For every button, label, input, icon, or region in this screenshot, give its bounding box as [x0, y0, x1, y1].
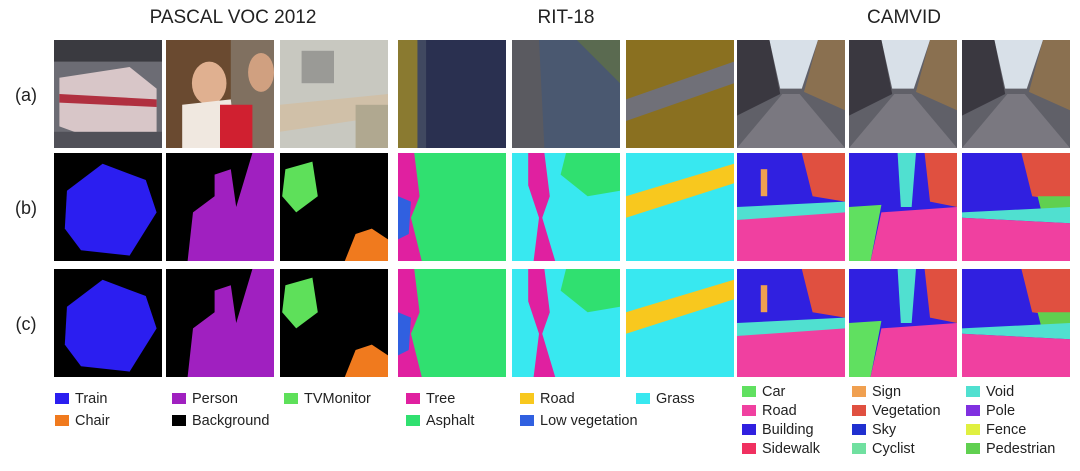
- image-panel: [512, 153, 620, 261]
- legend-label: Sidewalk: [762, 441, 821, 457]
- legend-label: Chair: [75, 413, 110, 429]
- image-panel: [398, 153, 506, 261]
- legend-swatch: [966, 405, 980, 416]
- legend-label: Building: [762, 422, 814, 438]
- legend-swatch: [742, 424, 756, 435]
- legend-swatch: [406, 393, 420, 404]
- legend-label: Tree: [426, 391, 455, 407]
- legend-label: Train: [75, 391, 108, 407]
- legend-label: Pedestrian: [986, 441, 1055, 457]
- legend-swatch: [852, 405, 866, 416]
- image-panel: [280, 153, 388, 261]
- legend-label: TVMonitor: [304, 391, 371, 407]
- group-title: PASCAL VOC 2012: [150, 7, 317, 28]
- image-panel: [737, 269, 845, 377]
- legend-label: Background: [192, 413, 269, 429]
- legend-label: Person: [192, 391, 238, 407]
- image-panel: [54, 269, 162, 377]
- legend-swatch: [520, 415, 534, 426]
- legend-swatch: [966, 443, 980, 454]
- legend-label: Sign: [872, 384, 901, 400]
- legend-swatch: [966, 424, 980, 435]
- legend-label: Low vegetation: [540, 413, 638, 429]
- legend-label: Pole: [986, 403, 1015, 419]
- image-panel: [849, 40, 957, 148]
- image-panel: [54, 40, 162, 148]
- image-panel: [166, 40, 274, 148]
- row-label: (b): [15, 198, 37, 218]
- group-title: CAMVID: [867, 7, 941, 28]
- legend-swatch: [636, 393, 650, 404]
- legend-swatch: [284, 393, 298, 404]
- legend-label: Car: [762, 384, 786, 400]
- image-panel: [737, 40, 845, 148]
- legend-swatch: [852, 386, 866, 397]
- image-panel: [626, 269, 734, 377]
- image-panel: [512, 269, 620, 377]
- image-panel: [962, 153, 1070, 261]
- image-panel: [166, 269, 274, 377]
- legend-swatch: [55, 393, 69, 404]
- group-title: RIT-18: [537, 7, 594, 28]
- image-panel: [166, 153, 274, 261]
- legend-swatch: [966, 386, 980, 397]
- image-panel: [280, 40, 388, 148]
- image-panel: [512, 40, 620, 148]
- legend-label: Fence: [986, 422, 1026, 438]
- legend-label: Vegetation: [872, 403, 941, 419]
- legend-label: Sky: [872, 422, 897, 438]
- legend-label: Asphalt: [426, 413, 474, 429]
- legend-swatch: [520, 393, 534, 404]
- image-panel: [398, 269, 506, 377]
- image-panel: [962, 40, 1070, 148]
- image-panel: [849, 269, 957, 377]
- image-panel: [626, 153, 734, 261]
- legend-label: Road: [540, 391, 575, 407]
- legend-swatch: [55, 415, 69, 426]
- legend-swatch: [852, 443, 866, 454]
- image-panel: [626, 40, 734, 148]
- legend-swatch: [852, 424, 866, 435]
- legend-swatch: [406, 415, 420, 426]
- image-panel: [849, 153, 957, 261]
- image-panel: [737, 153, 845, 261]
- image-panel: [280, 269, 388, 377]
- image-panel: [54, 153, 162, 261]
- legend-swatch: [172, 393, 186, 404]
- legend-label: Grass: [656, 391, 695, 407]
- legend-swatch: [742, 386, 756, 397]
- legend-label: Road: [762, 403, 797, 419]
- row-label: (a): [15, 85, 37, 105]
- legend-label: Cyclist: [872, 441, 915, 457]
- row-label: (c): [16, 314, 37, 334]
- legend-label: Void: [986, 384, 1014, 400]
- legend-swatch: [742, 443, 756, 454]
- legend-swatch: [742, 405, 756, 416]
- legend-swatch: [172, 415, 186, 426]
- image-panel: [398, 40, 506, 148]
- image-panel: [962, 269, 1070, 377]
